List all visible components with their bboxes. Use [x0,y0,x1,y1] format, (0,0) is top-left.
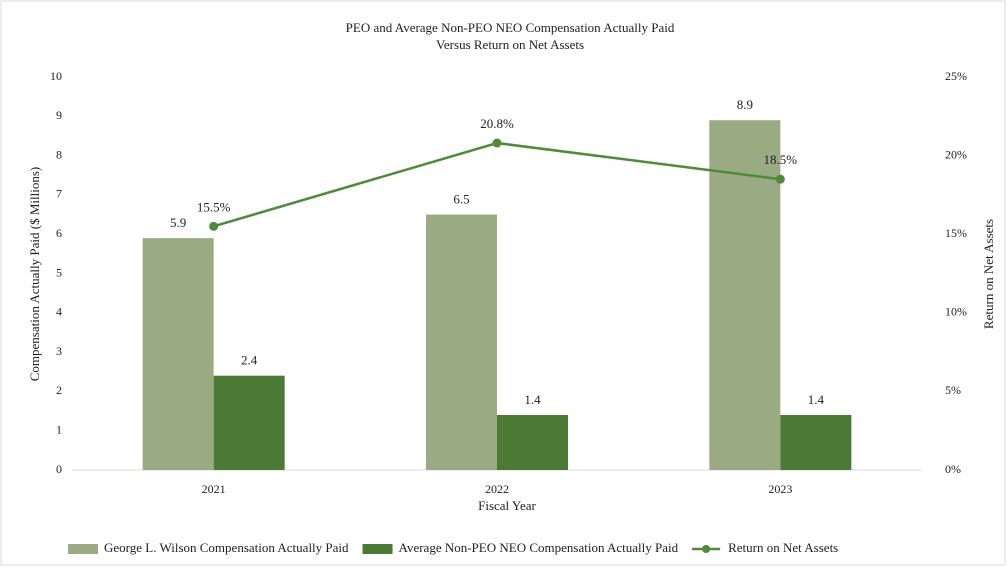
x-tick-label: 2021 [202,482,226,496]
line-point [775,174,785,184]
data-label: 1.4 [808,392,825,407]
y2-tick-label: 10% [945,305,967,319]
legend-swatch [68,544,98,554]
bar [497,414,568,470]
y2-tick-label: 0% [945,462,961,476]
data-label: 2.4 [241,353,258,368]
y2-tick-label: 25% [945,69,967,83]
bar [426,214,497,470]
bar [142,238,214,470]
y-tick-label: 4 [56,305,62,319]
y2-tick-label: 20% [945,147,967,161]
y-tick-label: 1 [56,422,62,436]
legend-swatch [702,545,711,553]
legend-label: Return on Net Assets [728,540,838,555]
data-label: 1.4 [524,392,541,407]
data-label: 6.5 [453,192,469,207]
y-tick-label: 10 [50,69,62,83]
x-tick-label: 2022 [485,482,509,496]
y-tick-label: 2 [56,383,62,397]
y-tick-label: 6 [56,226,62,240]
y-axis-title: Compensation Actually Paid ($ Millions) [27,167,42,382]
legend-label: Average Non-PEO NEO Compensation Actuall… [399,540,679,555]
y-tick-label: 9 [56,108,62,122]
chart-title: Versus Return on Net Assets [436,37,584,52]
chart-title: PEO and Average Non-PEO NEO Compensation… [346,20,675,35]
line-point [492,138,502,148]
x-tick-label: 2023 [768,482,792,496]
y-tick-label: 3 [56,344,62,358]
y-tick-label: 5 [56,265,62,279]
data-label: 8.9 [737,97,753,112]
data-label: 18.5% [764,152,798,167]
x-axis-title: Fiscal Year [478,498,536,513]
y2-axis-title: Return on Net Assets [981,219,996,329]
y-tick-label: 8 [56,147,62,161]
legend-label: George L. Wilson Compensation Actually P… [104,540,349,555]
data-label: 5.9 [170,215,186,230]
bar [213,375,285,470]
y2-tick-label: 15% [945,226,967,240]
line-point [209,221,219,231]
y-tick-label: 0 [56,462,62,476]
legend-swatch [362,544,393,554]
data-label: 15.5% [197,199,231,214]
bar [780,414,852,470]
data-label: 20.8% [480,116,514,131]
y2-tick-label: 5% [945,383,961,397]
y-tick-label: 7 [56,187,62,201]
